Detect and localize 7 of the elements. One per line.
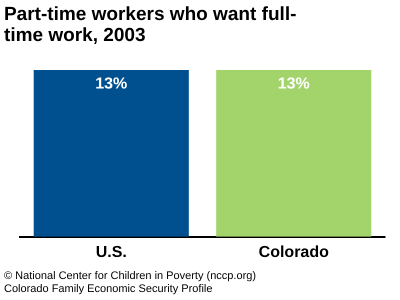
text: © National Center for Children in Poverty (nccp.org) (4, 270, 256, 283)
chart-title: Part-time workers who want full-time work, 2003 (4, 4, 298, 46)
x-tick-label: U.S. (96, 244, 127, 261)
data-label: 13% (278, 75, 310, 92)
text: Colorado Family Economic Security Profile (4, 283, 214, 296)
x-tick-label: Colorado (258, 244, 330, 261)
data-label: 13% (95, 75, 128, 92)
